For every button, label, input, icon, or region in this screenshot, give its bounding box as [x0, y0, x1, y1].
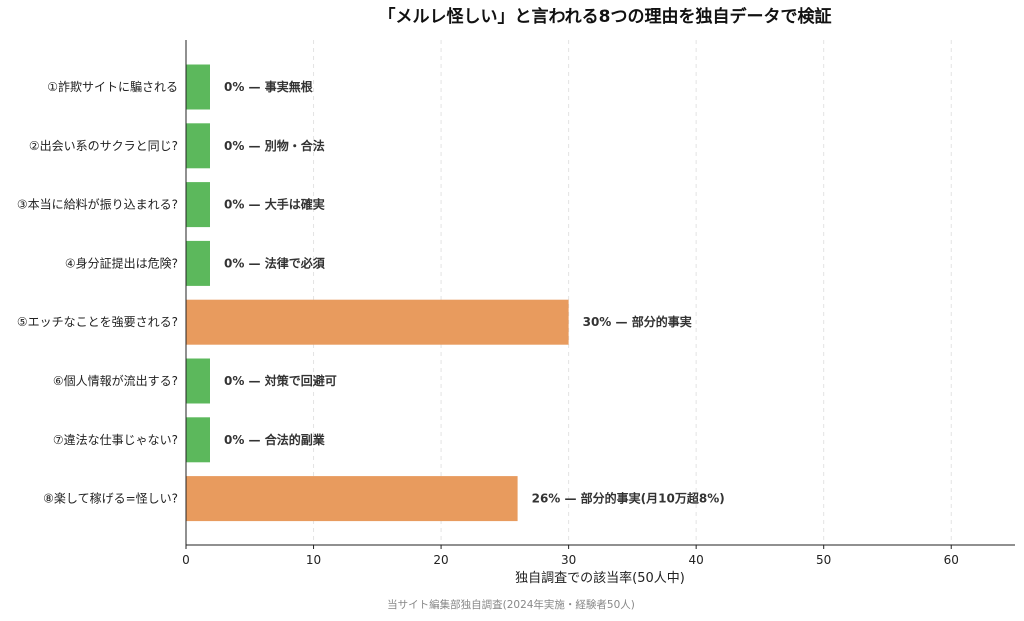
x-axis-ticks: 0 10 20 30 40 50 60: [182, 545, 959, 567]
x-tick-label: 40: [689, 553, 704, 567]
bar: [186, 64, 210, 110]
x-tick-label: 20: [433, 553, 448, 567]
x-tick-label: 60: [944, 553, 959, 567]
bar-value-label: 30% — 部分的事実: [583, 314, 692, 329]
bar: [186, 476, 518, 522]
category-label: ②出会い系のサクラと同じ?: [29, 139, 178, 153]
bar: [186, 240, 210, 286]
bar-value-label: 0% — 大手は確実: [224, 197, 325, 212]
bar: [186, 299, 569, 345]
category-labels: ①詐欺サイトに騙される ②出会い系のサクラと同じ? ③本当に給料が振り込まれる? ④身…: [17, 79, 178, 506]
bars: [186, 64, 569, 522]
bar-value-label: 0% — 合法的副業: [224, 432, 326, 447]
bar: [186, 123, 210, 169]
bar-value-label: 0% — 法律で必須: [224, 255, 326, 270]
bar-value-label: 26% — 部分的事実(月10万超8%): [532, 491, 725, 506]
category-label: ⑤エッチなことを強要される?: [17, 315, 178, 329]
category-label: ⑥個人情報が流出する?: [53, 373, 178, 388]
category-label: ⑦違法な仕事じゃない?: [53, 433, 178, 447]
x-axis-title: 独自調査での該当率(50人中): [515, 570, 685, 586]
category-label: ⑧楽して稼げる=怪しい?: [43, 491, 178, 506]
x-tick-label: 30: [561, 553, 576, 567]
chart-title: 「メルレ怪しい」と言われる8つの理由を独自データで検証: [379, 6, 832, 27]
x-tick-label: 0: [182, 553, 190, 567]
grid-lines: [313, 40, 952, 545]
category-label: ①詐欺サイトに騙される: [47, 79, 178, 94]
bar: [186, 417, 210, 463]
bar-value-label: 0% — 事実無根: [224, 79, 313, 94]
bar-value-label: 0% — 対策で回避可: [224, 373, 337, 388]
x-tick-label: 50: [816, 553, 831, 567]
bar-value-label: 0% — 別物・合法: [224, 138, 325, 153]
bar: [186, 358, 210, 404]
category-label: ④身分証提出は危険?: [65, 255, 178, 270]
category-label: ③本当に給料が振り込まれる?: [17, 197, 178, 212]
bar-value-labels: 0% — 事実無根 0% — 別物・合法 0% — 大手は確実 0% — 法律で必須 3…: [224, 79, 725, 506]
x-tick-label: 10: [306, 553, 321, 567]
bar: [186, 182, 210, 228]
source-note: 当サイト編集部独自調査(2024年実施・経験者50人): [387, 598, 635, 611]
